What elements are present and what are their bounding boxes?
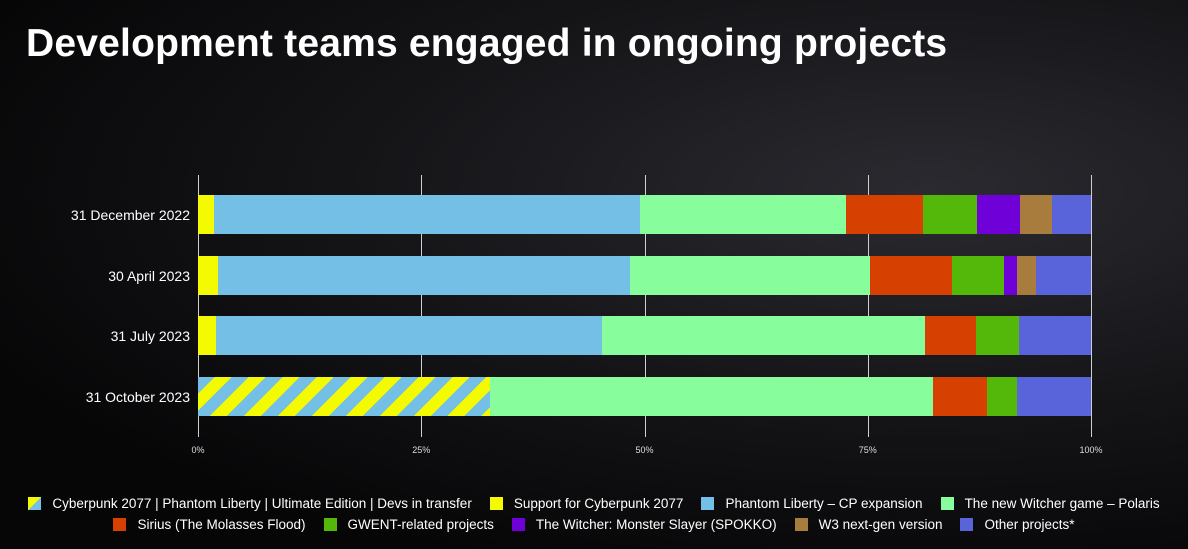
x-tick-label: 0% (191, 445, 205, 455)
bar-segment (976, 195, 1021, 234)
bar-segment (846, 195, 924, 234)
legend-swatch (28, 497, 42, 510)
legend-label: The new Witcher game – Polaris (964, 496, 1160, 511)
legend-item: Cyberpunk 2077 | Phantom Liberty | Ultim… (28, 496, 472, 511)
legend-swatch (113, 518, 127, 531)
legend-label: Other projects* (984, 517, 1075, 532)
legend-label: The Witcher: Monster Slayer (SPOKKO) (535, 517, 777, 532)
legend-swatch (960, 518, 974, 531)
legend-item: W3 next-gen version (794, 517, 943, 532)
bar-segment (490, 377, 933, 416)
legend-label: Support for Cyberpunk 2077 (513, 496, 684, 511)
legend-item: Support for Cyberpunk 2077 (489, 496, 684, 511)
gridline (1091, 175, 1092, 437)
bar-segment (1051, 195, 1091, 234)
legend-swatch (701, 497, 715, 510)
legend-swatch (489, 497, 503, 510)
y-category-label: 31 October 2023 (85, 388, 190, 405)
legend-swatch (511, 518, 525, 531)
bar-segment (951, 256, 1005, 295)
x-tick-label: 25% (412, 445, 431, 455)
bar-row (198, 195, 1091, 234)
gridline (198, 175, 199, 437)
gridline (644, 175, 646, 437)
bar-segment (198, 316, 216, 355)
bar-segment (1036, 256, 1091, 295)
legend-swatch (794, 518, 808, 531)
bar-segment (924, 316, 976, 355)
legend-row: Sirius (The Molasses Flood) GWENT-related… (0, 517, 1188, 532)
plot-area: 0% 25% 50% 75% 100% (191, 175, 1103, 455)
legend-label: Phantom Liberty – CP expansion (725, 496, 923, 511)
y-category-label: 30 April 2023 (108, 267, 190, 284)
legend-label: GWENT-related projects (347, 517, 494, 532)
bar-segment (1016, 377, 1091, 416)
legend-label: W3 next-gen version (818, 517, 943, 532)
legend-swatch (323, 518, 337, 531)
bar-segment (975, 316, 1019, 355)
gridline (867, 175, 869, 437)
gridline (421, 175, 423, 437)
bar-segment (987, 377, 1017, 416)
bar-segment (601, 316, 925, 355)
legend-item: Sirius (The Molasses Flood) (113, 517, 306, 532)
bar-segment (198, 256, 218, 295)
chart-title: Development teams engaged in ongoing pro… (26, 22, 948, 65)
legend-item: Other projects* (960, 517, 1075, 532)
bar-row (198, 316, 1091, 355)
legend: Cyberpunk 2077 | Phantom Liberty | Ultim… (0, 496, 1188, 538)
bar-segment (1018, 316, 1091, 355)
y-category-label: 31 December 2022 (70, 206, 190, 223)
legend-item: GWENT-related projects (323, 517, 494, 532)
legend-label: Sirius (The Molasses Flood) (137, 517, 306, 532)
bar-segment (215, 316, 602, 355)
legend-item: The new Witcher game – Polaris (940, 496, 1160, 511)
bar-segment (1004, 256, 1017, 295)
bar-segment (198, 377, 490, 416)
legend-item: The Witcher: Monster Slayer (SPOKKO) (511, 517, 777, 532)
y-category-label: 31 July 2023 (110, 327, 190, 344)
bar-segment (870, 256, 952, 295)
bar-segment (214, 195, 641, 234)
bar-segment (923, 195, 977, 234)
legend-label: Cyberpunk 2077 | Phantom Liberty | Ultim… (52, 496, 472, 511)
x-tick-label: 75% (858, 445, 877, 455)
bar-segment (1016, 256, 1037, 295)
legend-row: Cyberpunk 2077 | Phantom Liberty | Ultim… (0, 496, 1188, 511)
legend-item: Phantom Liberty – CP expansion (701, 496, 923, 511)
legend-swatch (940, 497, 954, 510)
bar-segment (198, 195, 215, 234)
bar-segment (630, 256, 871, 295)
bar-segment (217, 256, 631, 295)
x-tick-label: 50% (635, 445, 654, 455)
bar-segment (640, 195, 847, 234)
bar-row (198, 377, 1091, 416)
bar-row (198, 256, 1091, 295)
x-tick-label: 100% (1079, 445, 1103, 455)
bar-segment (932, 377, 988, 416)
bar-segment (1020, 195, 1052, 234)
